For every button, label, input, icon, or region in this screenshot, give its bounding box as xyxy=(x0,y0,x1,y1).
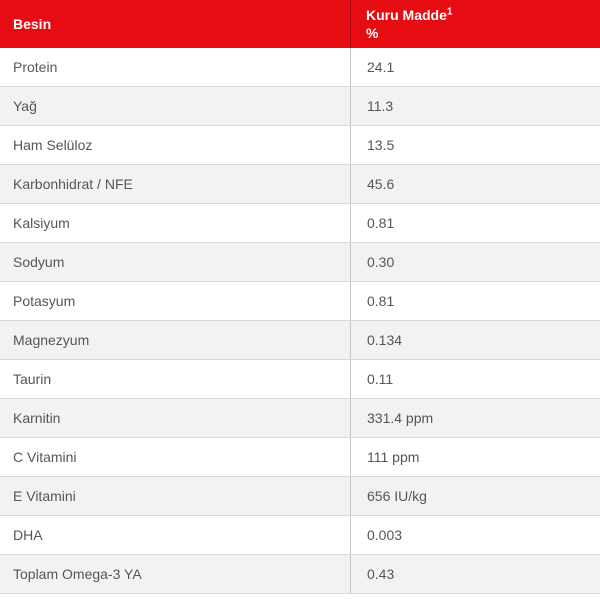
nutrient-value: 0.43 xyxy=(350,555,600,593)
column-header-kuru-madde-label: Kuru Madde1 % xyxy=(366,6,453,41)
nutrient-value: 0.30 xyxy=(350,243,600,281)
nutrient-value: 111 ppm xyxy=(350,438,600,476)
nutrient-label: Magnezyum xyxy=(13,332,90,348)
nutrient-value: 0.81 xyxy=(350,204,600,242)
column-header-besin-label: Besin xyxy=(13,16,52,32)
footnote-marker: 1 xyxy=(446,6,453,18)
nutrient-label: Taurin xyxy=(13,371,52,387)
table-row: Kalsiyum 0.81 xyxy=(0,204,600,243)
nutrient-label: E Vitamini xyxy=(13,488,76,504)
table-body: Protein 24.1 Yağ 11.3 Ham Selüloz 13.5 Karbonh… xyxy=(0,48,600,594)
table-row: DHA 0.003 xyxy=(0,516,600,555)
nutrient-value: 13.5 xyxy=(350,126,600,164)
nutrient-label: Karbonhidrat / NFE xyxy=(13,176,133,192)
table-row: Protein 24.1 xyxy=(0,48,600,87)
nutrient-value: 331.4 ppm xyxy=(350,399,600,437)
nutrient-value: 45.6 xyxy=(350,165,600,203)
table-row: Toplam Omega-3 YA 0.43 xyxy=(0,555,600,594)
table-row: E Vitamini 656 IU/kg xyxy=(0,477,600,516)
table-row: Sodyum 0.30 xyxy=(0,243,600,282)
nutrient-label: Toplam Omega-3 YA xyxy=(13,566,142,582)
table-row: Taurin 0.11 xyxy=(0,360,600,399)
nutrient-label: DHA xyxy=(13,527,43,543)
nutrient-value: 656 IU/kg xyxy=(350,477,600,515)
nutrient-value: 0.11 xyxy=(350,360,600,398)
table-row: Ham Selüloz 13.5 xyxy=(0,126,600,165)
nutrient-value: 0.003 xyxy=(350,516,600,554)
column-header-unit: % xyxy=(366,25,379,41)
table-header-row: Besin Kuru Madde1 % xyxy=(0,0,600,48)
nutrient-label: C Vitamini xyxy=(13,449,77,465)
table-row: Karnitin 331.4 ppm xyxy=(0,399,600,438)
table-row: C Vitamini 111 ppm xyxy=(0,438,600,477)
nutrient-label: Sodyum xyxy=(13,254,65,270)
nutrient-label: Kalsiyum xyxy=(13,215,70,231)
table-row: Magnezyum 0.134 xyxy=(0,321,600,360)
nutrient-label: Yağ xyxy=(13,98,37,114)
nutrient-value: 0.81 xyxy=(350,282,600,320)
table-row: Yağ 11.3 xyxy=(0,87,600,126)
column-header-kuru-madde: Kuru Madde1 % xyxy=(350,0,600,48)
nutrient-value: 11.3 xyxy=(350,87,600,125)
nutrient-value: 0.134 xyxy=(350,321,600,359)
table-row: Potasyum 0.81 xyxy=(0,282,600,321)
nutrient-label: Potasyum xyxy=(13,293,76,309)
nutrient-label: Karnitin xyxy=(13,410,61,426)
nutrient-value: 24.1 xyxy=(350,48,600,86)
table-row: Karbonhidrat / NFE 45.6 xyxy=(0,165,600,204)
nutrient-label: Protein xyxy=(13,59,58,75)
column-header-besin: Besin xyxy=(0,0,350,48)
nutrient-label: Ham Selüloz xyxy=(13,137,93,153)
